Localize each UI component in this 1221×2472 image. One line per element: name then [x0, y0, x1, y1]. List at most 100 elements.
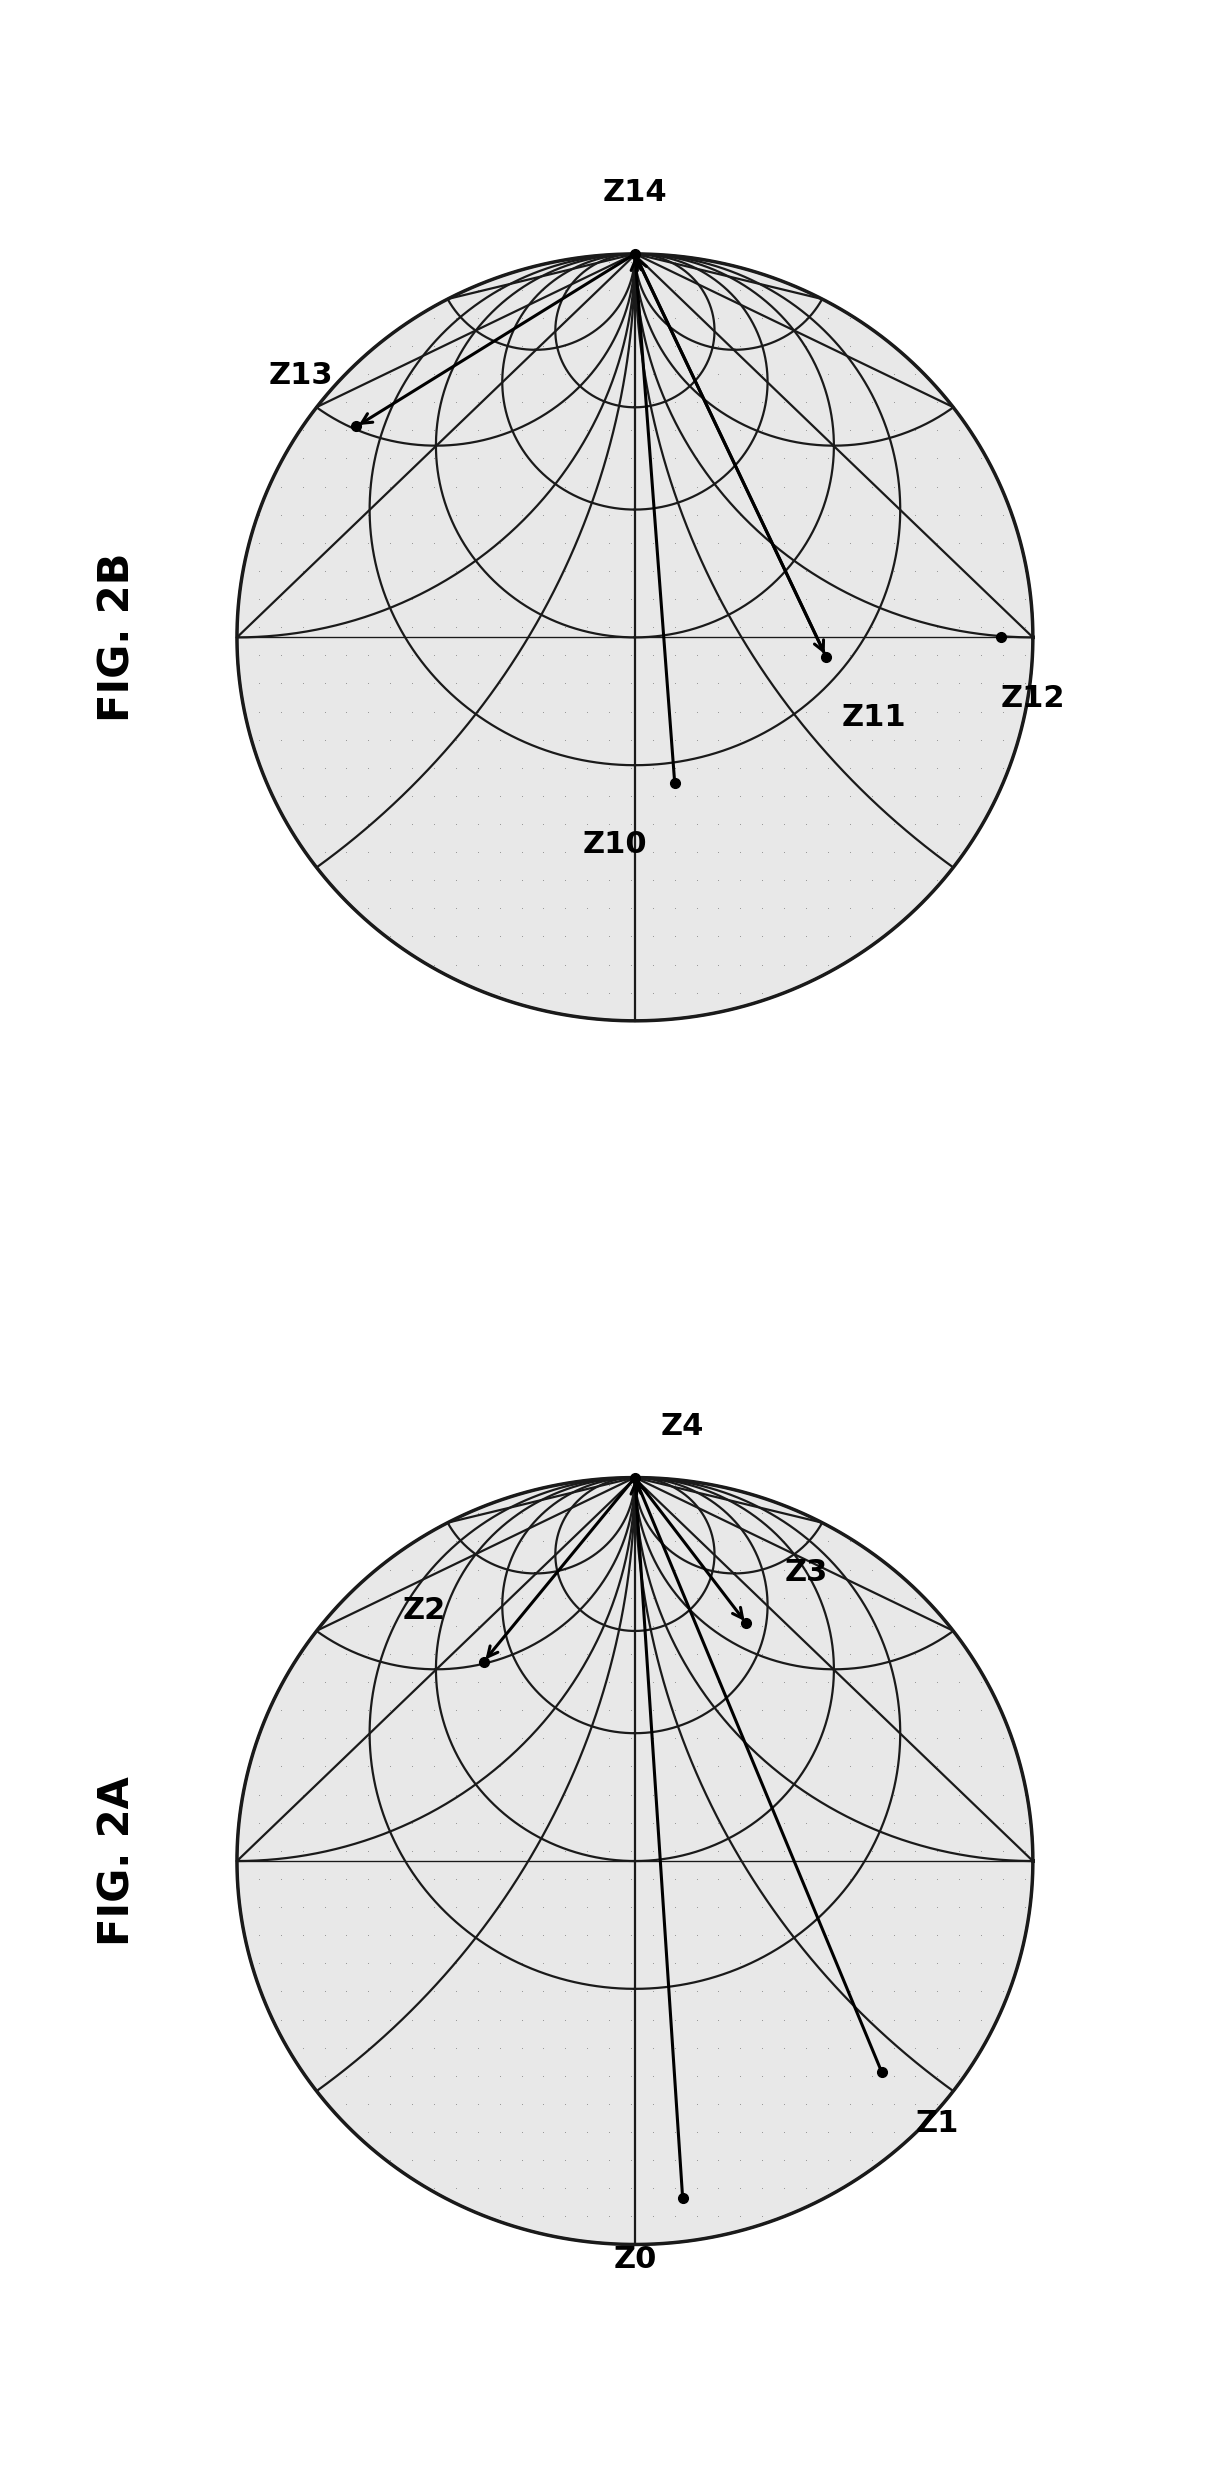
Point	[490, 860, 509, 900]
Point	[490, 2168, 509, 2207]
Point	[621, 269, 641, 309]
Point	[708, 2084, 728, 2123]
Point	[337, 467, 357, 507]
Point	[752, 1493, 772, 1533]
Point	[884, 1691, 904, 1730]
Point	[534, 578, 553, 618]
Point	[490, 974, 509, 1014]
Point	[818, 662, 838, 702]
Point	[621, 1661, 641, 1701]
Point	[534, 2084, 553, 2123]
Point	[249, 524, 269, 564]
Point	[249, 1886, 269, 1926]
Point	[271, 1718, 291, 1758]
Point	[884, 2000, 904, 2039]
Point	[687, 1718, 707, 1758]
Point	[993, 1916, 1012, 1955]
Point	[774, 1523, 794, 1562]
Point	[950, 551, 969, 591]
Point	[972, 494, 991, 534]
Point	[818, 383, 838, 423]
Point	[796, 2027, 816, 2067]
Point	[337, 1943, 357, 1983]
Point	[424, 2000, 443, 2039]
Point	[381, 860, 400, 900]
Point	[730, 383, 750, 423]
Point	[818, 2084, 838, 2123]
Point	[972, 1802, 991, 1842]
Point	[796, 2168, 816, 2207]
Point	[621, 944, 641, 984]
Point	[621, 1916, 641, 1955]
Point	[424, 1775, 443, 1814]
Point	[424, 1607, 443, 1646]
Point	[818, 1832, 838, 1871]
Point	[512, 2141, 531, 2180]
Point	[534, 974, 553, 1014]
Point	[468, 353, 487, 393]
Point	[534, 467, 553, 507]
Point	[928, 1973, 947, 2012]
Point	[950, 2000, 969, 2039]
Point	[884, 1577, 904, 1617]
Point	[906, 803, 926, 843]
Point	[468, 494, 487, 534]
Point	[796, 917, 816, 957]
Point	[730, 1973, 750, 2012]
Point	[446, 524, 465, 564]
Point	[1015, 1886, 1034, 1926]
Point	[337, 494, 357, 534]
Point	[687, 1466, 707, 1505]
Point	[665, 887, 685, 927]
Point	[381, 749, 400, 789]
Point	[862, 1916, 882, 1955]
Point	[840, 1691, 860, 1730]
Point	[490, 1802, 509, 1842]
Point	[315, 467, 335, 507]
Point	[840, 1832, 860, 1871]
Point	[446, 578, 465, 618]
Point	[840, 1550, 860, 1589]
Point	[512, 1634, 531, 1674]
Point	[862, 2111, 882, 2151]
Point	[490, 467, 509, 507]
Point	[906, 2000, 926, 2039]
Point	[840, 410, 860, 450]
Point	[337, 1577, 357, 1617]
Point	[249, 692, 269, 732]
Point	[512, 2198, 531, 2237]
Point	[468, 2168, 487, 2207]
Point	[708, 353, 728, 393]
Point	[665, 719, 685, 759]
Point	[862, 2027, 882, 2067]
Point	[381, 662, 400, 702]
Point	[381, 776, 400, 816]
Point	[774, 2168, 794, 2207]
Point	[337, 635, 357, 675]
Point	[359, 467, 379, 507]
Point	[600, 1607, 619, 1646]
Point	[752, 2057, 772, 2096]
Point	[381, 1661, 400, 1701]
Point	[468, 1802, 487, 1842]
Point	[578, 467, 597, 507]
Point	[906, 1916, 926, 1955]
Point	[446, 2111, 465, 2151]
Point	[359, 1691, 379, 1730]
Point	[862, 860, 882, 900]
Point	[862, 1973, 882, 2012]
Point	[578, 662, 597, 702]
Point	[424, 1577, 443, 1617]
Point	[752, 1886, 772, 1926]
Point	[708, 2057, 728, 2096]
Point	[950, 524, 969, 564]
Point	[840, 551, 860, 591]
Point	[796, 1943, 816, 1983]
Point	[928, 1718, 947, 1758]
Point	[402, 635, 421, 675]
Point	[556, 2111, 575, 2151]
Point	[621, 608, 641, 648]
Point	[578, 2141, 597, 2180]
Point	[687, 1916, 707, 1955]
Point	[293, 776, 313, 816]
